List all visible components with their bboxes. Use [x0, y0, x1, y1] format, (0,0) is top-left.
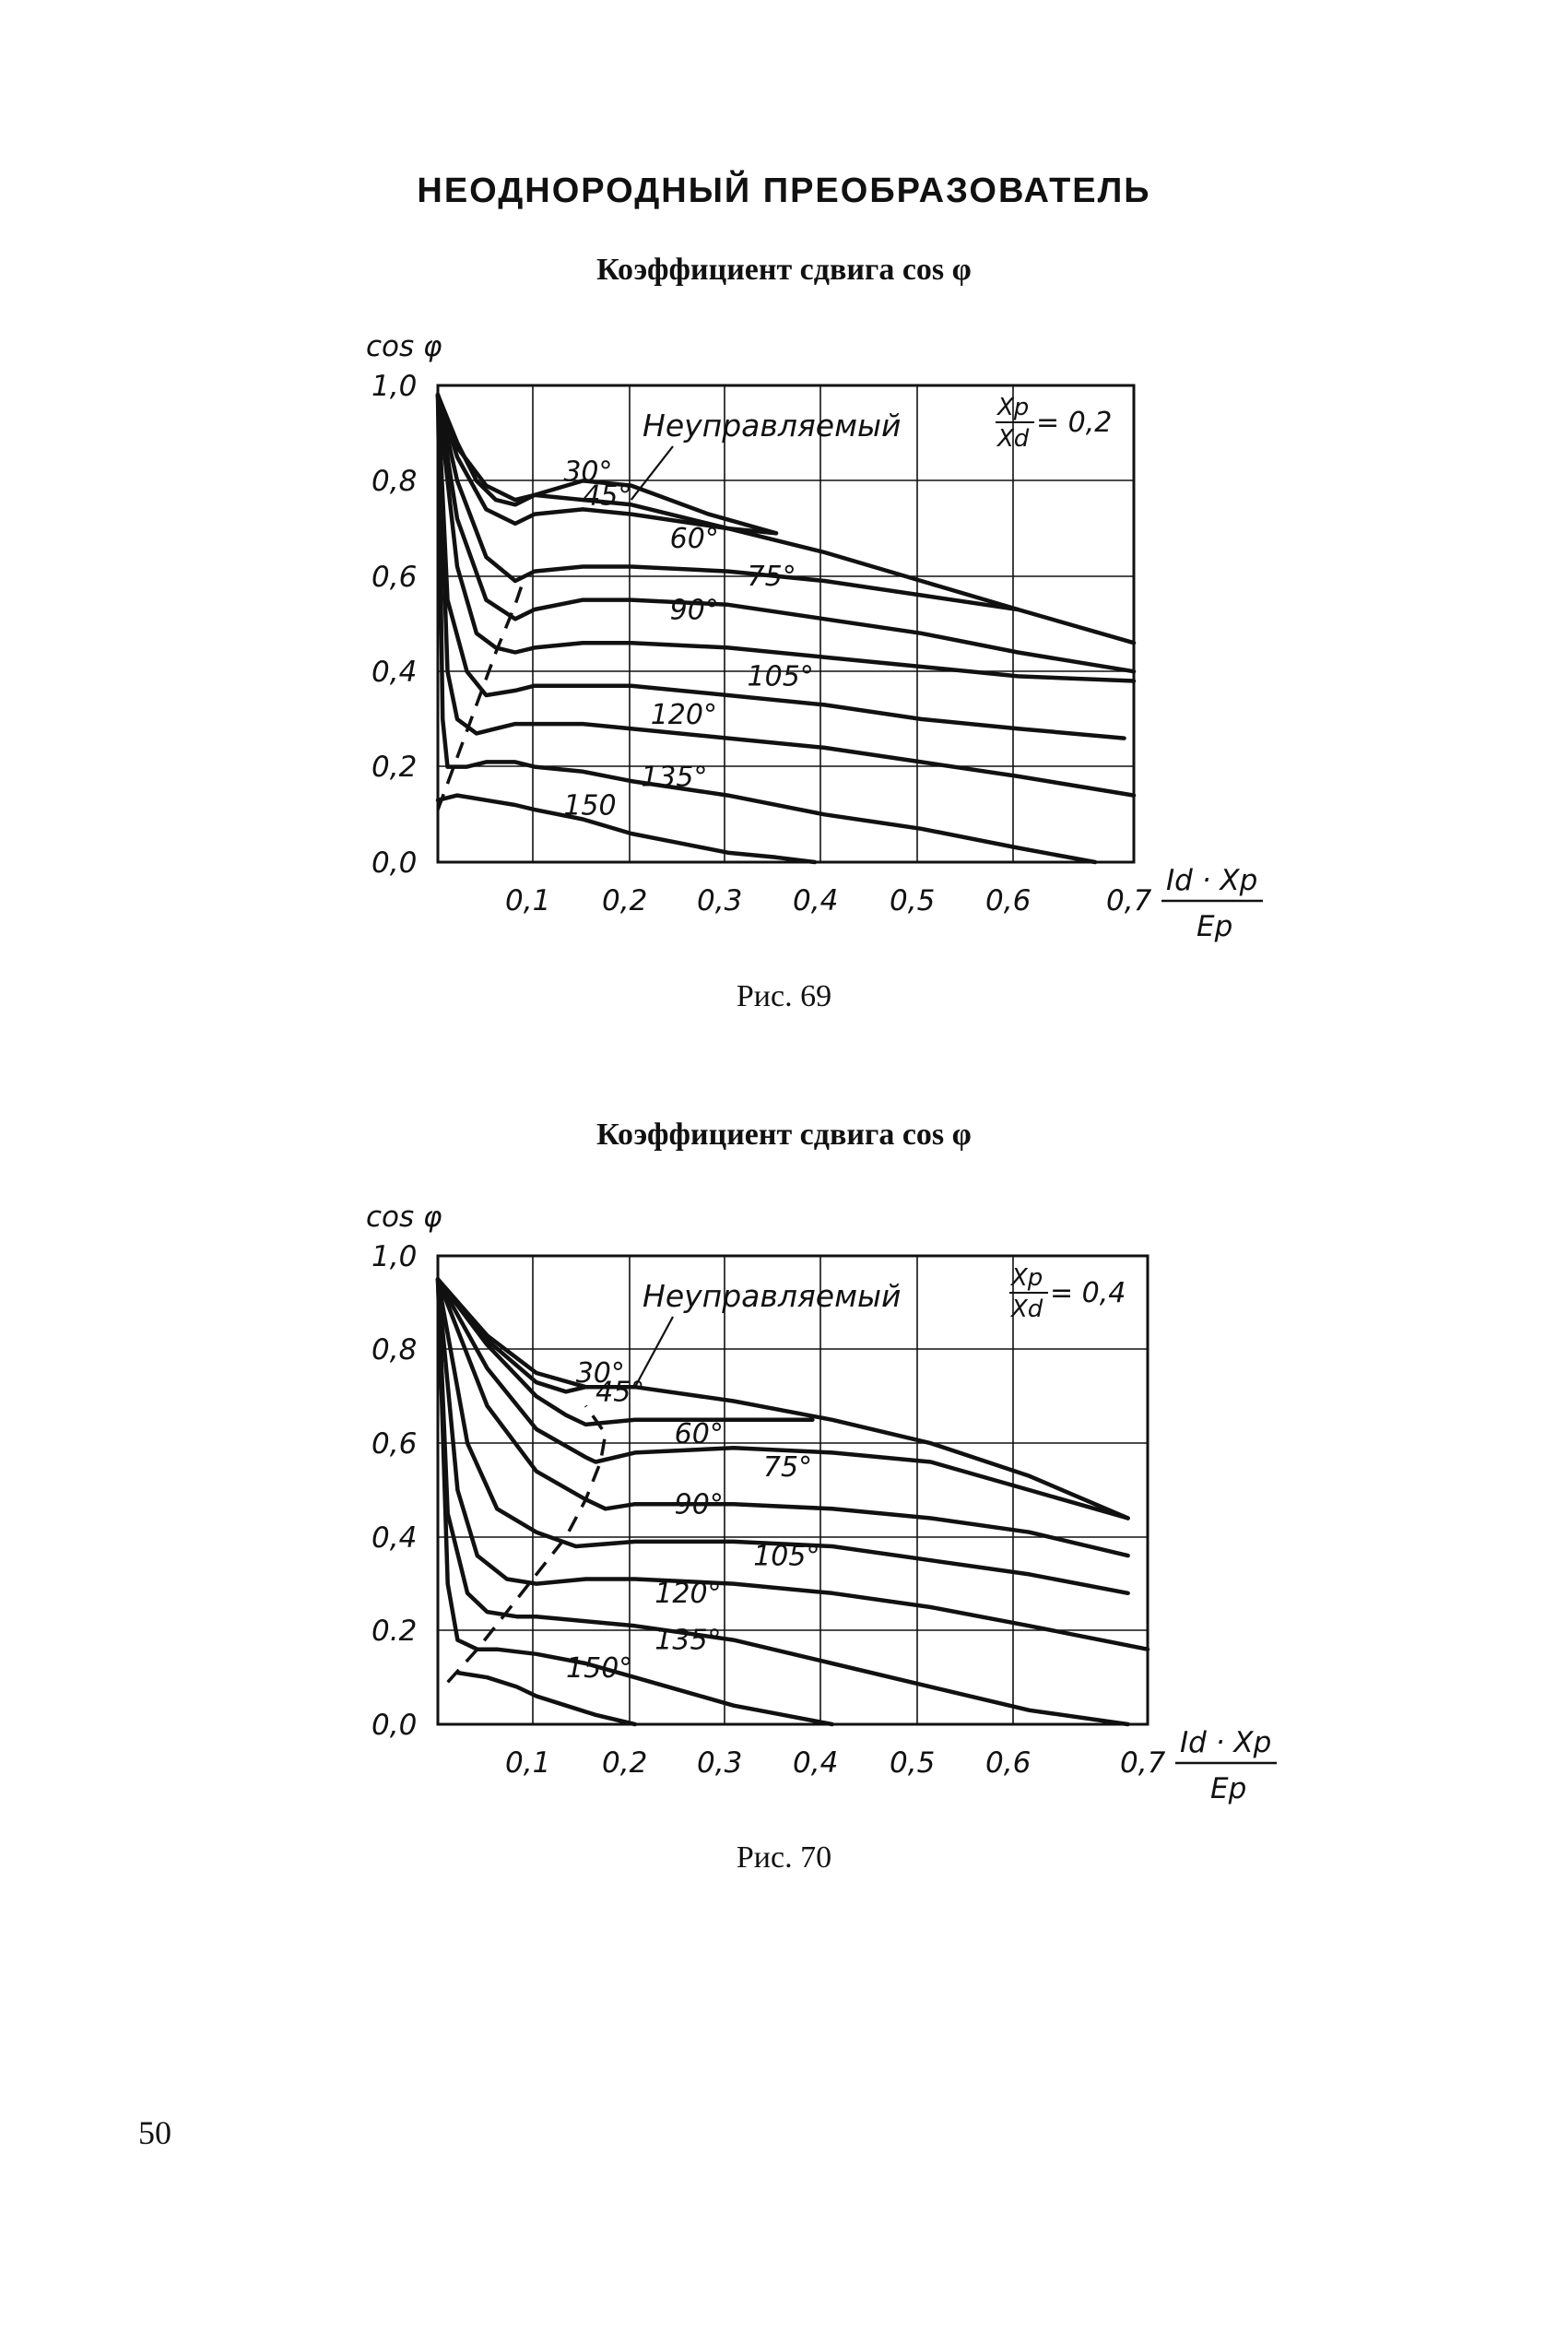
x-tick-label: 0,4	[793, 884, 838, 917]
curve-label: 45°	[583, 479, 631, 512]
curve-label: 75°	[748, 561, 796, 593]
chart-title-69: Коэффициент сдвига cos φ	[596, 253, 972, 287]
curve-label: 120°	[651, 699, 717, 731]
y-tick-label: 0,0	[371, 1709, 417, 1742]
curve-label: 120°	[654, 1578, 721, 1610]
curve-label: 90°	[670, 594, 719, 626]
series-line-90deg	[435, 1277, 1130, 1596]
series-line-uncontrolled	[435, 1277, 1130, 1520]
series-line-120deg	[435, 393, 1137, 798]
x-tick-label: 0,6	[985, 884, 1031, 917]
x-tick-label: 0,1	[505, 884, 550, 917]
x-axis-label-denominator: Ep	[1210, 1772, 1246, 1805]
curve-label: 90°	[675, 1488, 724, 1520]
curve-label: 75°	[763, 1451, 812, 1484]
curve-label: 150°	[566, 1652, 632, 1685]
uncontrolled-label: Неуправляемый	[643, 408, 901, 444]
x-axis-label-numerator: Id · Xp	[1166, 864, 1257, 897]
page-heading: НЕОДНОРОДНЫЙ ПРЕОБРАЗОВАТЕЛЬ	[417, 172, 1151, 210]
series-line-30deg	[435, 393, 779, 536]
curve-label: 105°	[753, 1540, 819, 1572]
y-tick-label: 0,2	[371, 751, 417, 784]
curve-label: 135°	[654, 1625, 721, 1657]
chart-title-70: Коэффициент сдвига cos φ	[596, 1118, 972, 1152]
series-line-60deg	[435, 1277, 1130, 1520]
param-label-denominator: Xd	[996, 425, 1030, 453]
series-line-150	[435, 793, 818, 865]
y-tick-label: 0,6	[371, 1427, 417, 1461]
x-tick-label: 0,5	[890, 884, 935, 917]
series-line-75deg	[435, 1277, 1130, 1558]
param-label-value: = 0,4	[1050, 1277, 1126, 1309]
curve-label: 30°	[563, 456, 612, 488]
curve-label: 30°	[576, 1357, 625, 1390]
series-line-105deg	[435, 1277, 1150, 1651]
param-label-value: = 0,2	[1036, 407, 1112, 439]
y-axis-label: cos φ	[366, 330, 442, 363]
series-line-45deg	[435, 1277, 815, 1427]
boundary-dashed-line	[446, 1404, 607, 1684]
x-tick-label: 0,2	[602, 884, 647, 917]
x-tick-label: 0,7	[1120, 1746, 1166, 1780]
x-tick-label: 0,5	[890, 1746, 935, 1780]
x-tick-label: 0,2	[602, 1746, 647, 1780]
series-line-120deg	[435, 1277, 1130, 1727]
series-line-uncontrolled	[435, 393, 1137, 645]
boundary-dashed-line	[436, 575, 527, 811]
chart-70: 1,0 0,8 0,6 0,4 0.2 0,0 0,1 0,2 0,3 0,4 0,5 0,6 0,7 c…	[366, 1201, 1277, 1805]
x-tick-label: 0,3	[697, 884, 742, 917]
y-tick-label: 0,4	[371, 1521, 417, 1555]
y-tick-label: 1,0	[371, 1240, 417, 1273]
series-line-45deg	[435, 393, 779, 536]
y-tick-label: 0.2	[371, 1615, 417, 1648]
x-tick-label: 0,7	[1106, 884, 1152, 917]
y-axis-label: cos φ	[366, 1201, 442, 1234]
x-tick-label: 0,1	[505, 1746, 550, 1780]
param-label-numerator: Xp	[996, 394, 1029, 421]
series-line-75deg	[435, 393, 1137, 674]
series-line-150deg	[455, 1670, 638, 1727]
param-label-denominator: Xd	[1009, 1296, 1043, 1323]
series-line-135deg	[435, 1277, 835, 1727]
y-tick-label: 0,8	[371, 1333, 417, 1367]
param-label-numerator: Xp	[1009, 1264, 1043, 1292]
series-line-30deg	[435, 1277, 638, 1394]
x-axis-label-denominator: Ep	[1197, 910, 1232, 943]
plot-frame	[436, 384, 1136, 864]
series-line-135deg	[435, 393, 1098, 865]
x-tick-label: 0,6	[985, 1746, 1031, 1780]
series-line-105deg	[435, 393, 1126, 740]
uncontrolled-label: Неуправляемый	[643, 1278, 901, 1314]
curve-label: 105°	[748, 661, 814, 693]
y-tick-label: 0,4	[371, 656, 417, 689]
y-tick-label: 1,0	[371, 370, 417, 403]
y-tick-label: 0,6	[371, 561, 417, 594]
uncontrolled-leader-line	[633, 1316, 674, 1388]
page-number: 50	[138, 2114, 171, 2151]
series-line-90deg	[435, 393, 1137, 683]
x-tick-label: 0,4	[793, 1746, 838, 1780]
uncontrolled-leader-line	[630, 445, 674, 501]
curve-label: 150	[563, 789, 616, 822]
curve-label: 60°	[670, 523, 719, 555]
y-tick-label: 0,0	[371, 846, 417, 880]
curve-label: 135°	[641, 761, 707, 793]
curve-label: 60°	[675, 1418, 724, 1450]
series-line-60deg	[435, 393, 1020, 612]
y-tick-label: 0,8	[371, 465, 417, 498]
figure-caption-69: Рис. 69	[736, 979, 832, 1013]
x-axis-label-numerator: Id · Xp	[1180, 1726, 1271, 1759]
figure-caption-70: Рис. 70	[736, 1840, 832, 1875]
plot-frame	[436, 1254, 1149, 1726]
curve-label: 45°	[595, 1376, 644, 1408]
chart-69: 1,0 0,8 0,6 0,4 0,2 0,0 0,1 0,2 0,3 0,4 0,5 0,6 0,7 c…	[366, 330, 1263, 943]
x-tick-label: 0,3	[697, 1746, 742, 1780]
